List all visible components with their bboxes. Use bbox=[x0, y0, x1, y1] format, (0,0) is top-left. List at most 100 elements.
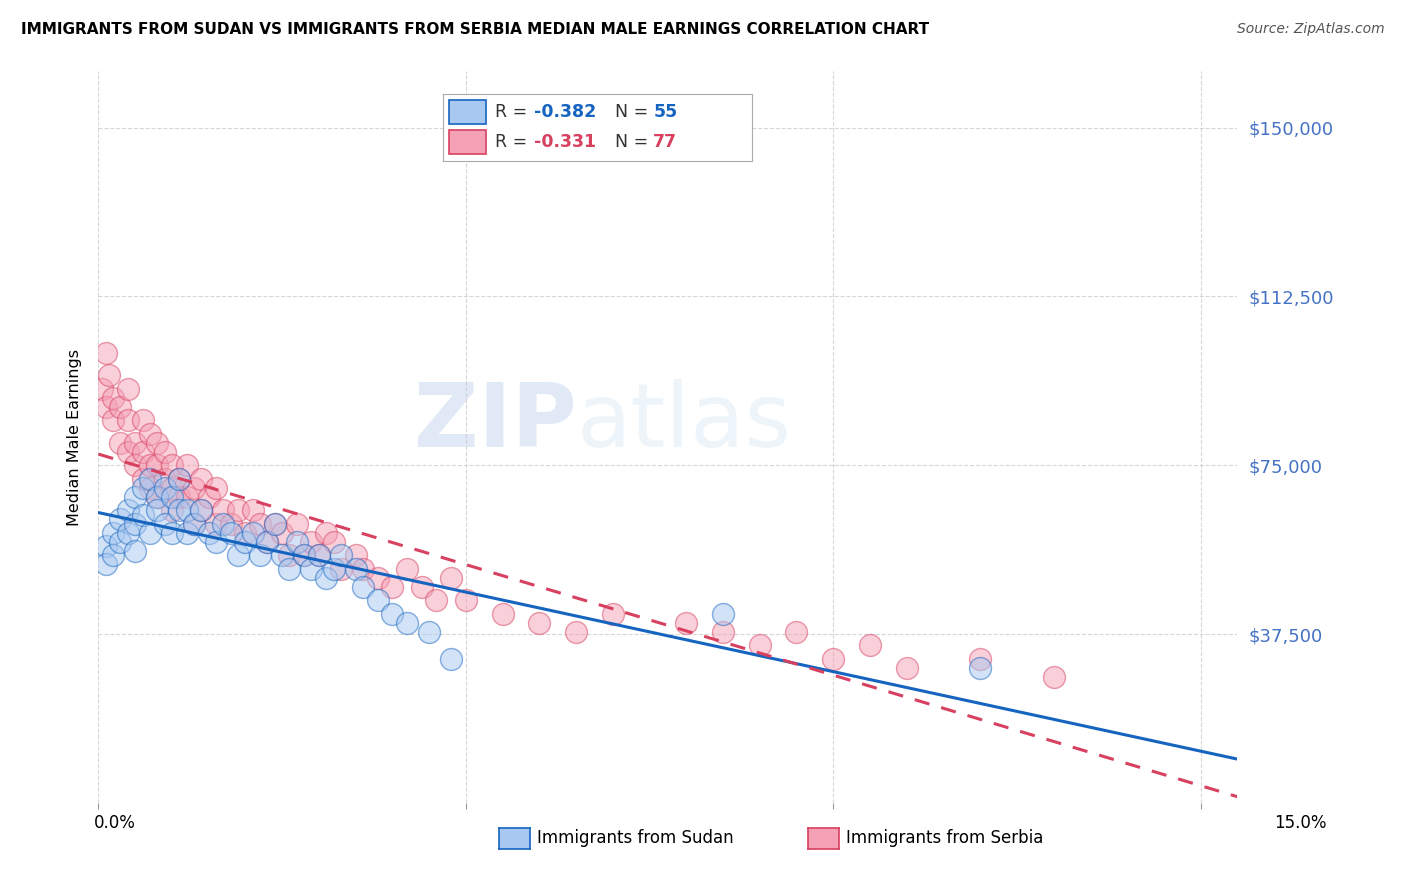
Point bbox=[101, 413, 124, 427]
Point bbox=[226, 548, 249, 562]
Point bbox=[110, 512, 132, 526]
Point bbox=[301, 562, 323, 576]
Point bbox=[197, 525, 219, 540]
Point bbox=[190, 503, 212, 517]
Point bbox=[395, 615, 418, 630]
Text: 15.0%: 15.0% bbox=[1274, 814, 1327, 831]
Point bbox=[139, 472, 162, 486]
Point bbox=[235, 525, 257, 540]
Point bbox=[1042, 670, 1064, 684]
Point bbox=[139, 525, 162, 540]
Text: R =: R = bbox=[495, 133, 533, 151]
Point bbox=[322, 534, 344, 549]
Point bbox=[124, 490, 146, 504]
Text: Source: ZipAtlas.com: Source: ZipAtlas.com bbox=[1237, 22, 1385, 37]
Text: 77: 77 bbox=[654, 133, 678, 151]
Point bbox=[160, 481, 183, 495]
Text: 0.0%: 0.0% bbox=[94, 814, 136, 831]
Point bbox=[205, 534, 228, 549]
Text: R =: R = bbox=[495, 103, 533, 121]
Point bbox=[94, 400, 117, 414]
Point bbox=[249, 548, 271, 562]
Point bbox=[183, 516, 205, 531]
Point bbox=[285, 534, 308, 549]
Point bbox=[896, 661, 918, 675]
Point bbox=[146, 490, 169, 504]
Point bbox=[425, 593, 447, 607]
Point bbox=[344, 562, 367, 576]
Point bbox=[278, 548, 301, 562]
Point bbox=[256, 534, 278, 549]
Point bbox=[602, 607, 624, 621]
Point bbox=[176, 458, 198, 473]
Point bbox=[98, 368, 121, 383]
Point bbox=[110, 534, 132, 549]
Point bbox=[212, 516, 235, 531]
Point bbox=[785, 624, 807, 639]
Point bbox=[278, 562, 301, 576]
Point bbox=[418, 624, 440, 639]
Point bbox=[219, 516, 242, 531]
Point bbox=[256, 534, 278, 549]
Point bbox=[329, 562, 352, 576]
Point bbox=[301, 534, 323, 549]
Point bbox=[94, 345, 117, 359]
Point bbox=[454, 593, 477, 607]
Text: -0.331: -0.331 bbox=[534, 133, 596, 151]
Point bbox=[491, 607, 513, 621]
Text: N =: N = bbox=[603, 133, 654, 151]
Text: IMMIGRANTS FROM SUDAN VS IMMIGRANTS FROM SERBIA MEDIAN MALE EARNINGS CORRELATION: IMMIGRANTS FROM SUDAN VS IMMIGRANTS FROM… bbox=[21, 22, 929, 37]
Point bbox=[101, 391, 124, 405]
Point bbox=[124, 458, 146, 473]
Point bbox=[823, 652, 845, 666]
Text: -0.382: -0.382 bbox=[534, 103, 596, 121]
Point bbox=[675, 615, 697, 630]
Point bbox=[176, 490, 198, 504]
Point bbox=[219, 525, 242, 540]
Point bbox=[153, 516, 176, 531]
FancyBboxPatch shape bbox=[449, 100, 486, 124]
Point bbox=[212, 503, 235, 517]
Point bbox=[271, 548, 294, 562]
Point bbox=[183, 516, 205, 531]
Point bbox=[344, 548, 367, 562]
Text: 55: 55 bbox=[654, 103, 678, 121]
Point bbox=[315, 525, 337, 540]
Point bbox=[367, 593, 389, 607]
Point bbox=[117, 413, 139, 427]
Point bbox=[117, 444, 139, 458]
Point bbox=[226, 503, 249, 517]
Point bbox=[131, 508, 153, 522]
FancyBboxPatch shape bbox=[449, 130, 486, 153]
Point bbox=[146, 490, 169, 504]
Point bbox=[176, 503, 198, 517]
Point bbox=[859, 638, 882, 652]
Point bbox=[94, 539, 117, 553]
Point bbox=[139, 458, 162, 473]
Point bbox=[131, 413, 153, 427]
Point bbox=[711, 607, 734, 621]
Point bbox=[110, 400, 132, 414]
Point bbox=[124, 435, 146, 450]
Point bbox=[242, 503, 264, 517]
Point bbox=[969, 661, 991, 675]
Point bbox=[249, 516, 271, 531]
Point bbox=[205, 516, 228, 531]
Point bbox=[381, 607, 404, 621]
Y-axis label: Median Male Earnings: Median Male Earnings bbox=[67, 349, 83, 525]
Point bbox=[271, 525, 294, 540]
Point bbox=[190, 503, 212, 517]
Point bbox=[146, 435, 169, 450]
Point bbox=[160, 525, 183, 540]
Point bbox=[153, 444, 176, 458]
Text: ZIP: ZIP bbox=[413, 379, 576, 466]
Point bbox=[285, 516, 308, 531]
Point bbox=[205, 481, 228, 495]
Point bbox=[94, 558, 117, 572]
Point bbox=[263, 516, 285, 531]
Point bbox=[110, 435, 132, 450]
Point bbox=[440, 652, 463, 666]
Point bbox=[146, 458, 169, 473]
Point bbox=[367, 571, 389, 585]
Point bbox=[91, 382, 114, 396]
